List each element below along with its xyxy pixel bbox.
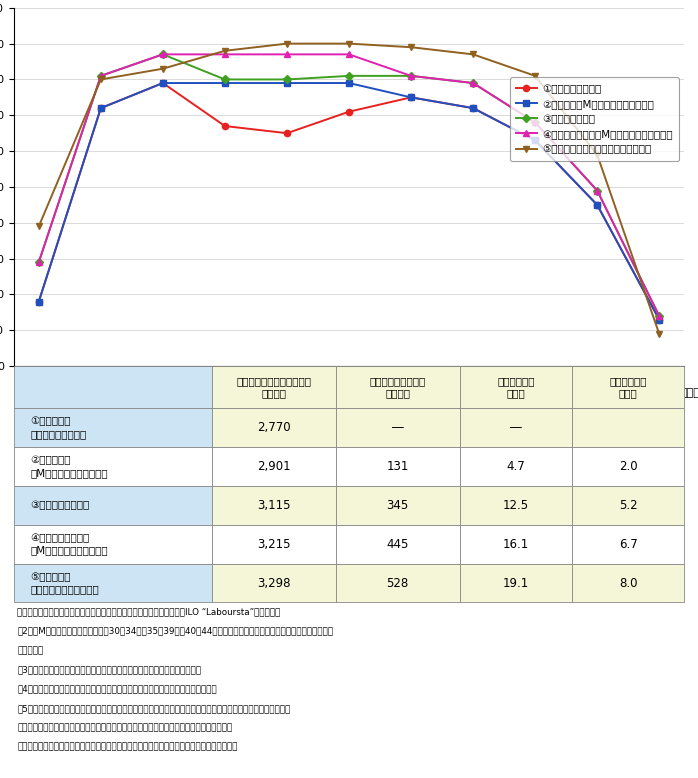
Text: 労働力人口（女性）の試算
（万人）: 労働力人口（女性）の試算 （万人） xyxy=(236,376,311,398)
Bar xyxy=(459,408,572,447)
Text: ④潜在的労働力人口
（M字カーブ解消の場合）: ④潜在的労働力人口 （M字カーブ解消の場合） xyxy=(31,533,108,555)
Text: 6.7: 6.7 xyxy=(618,538,637,551)
Bar xyxy=(14,564,211,602)
Bar xyxy=(572,525,684,564)
Text: ③潜在的労働力人口: ③潜在的労働力人口 xyxy=(31,500,90,510)
Bar xyxy=(459,564,572,602)
Bar xyxy=(211,447,336,486)
Bar xyxy=(459,486,572,525)
Text: ⑤労働力率が
スウェーデンと同じ場合: ⑤労働力率が スウェーデンと同じ場合 xyxy=(31,572,99,594)
Bar xyxy=(211,366,336,408)
Bar xyxy=(14,366,211,408)
Text: 19.1: 19.1 xyxy=(503,576,529,590)
Text: 528: 528 xyxy=(387,576,409,590)
Text: 増加率２＊２
（％）: 増加率２＊２ （％） xyxy=(609,376,647,398)
Text: 以
上: 以 上 xyxy=(656,412,662,433)
Text: ①労働力人口
（平成２１年実績）: ①労働力人口 （平成２１年実績） xyxy=(31,417,87,439)
Bar xyxy=(336,408,459,447)
Text: 2.0: 2.0 xyxy=(618,460,637,473)
Bar xyxy=(459,525,572,564)
Text: 2,901: 2,901 xyxy=(257,460,290,473)
Bar xyxy=(211,408,336,447)
Text: 5．　労働力人口の試算は，年齢階級別の人口にそれぞれのケースの年齢階級別労働力率を乗じ，合計したもの。: 5． 労働力人口の試算は，年齢階級別の人口にそれぞれのケースの年齢階級別労働力率… xyxy=(17,704,290,713)
Text: （備考）１．　総務省統計局「労働力調査」詳細集計（平成２１年），ILO “Laboursta”より作成。: （備考）１． 総務省統計局「労働力調査」詳細集計（平成２１年），ILO “Lab… xyxy=(17,608,281,616)
Text: 55: 55 xyxy=(528,387,542,398)
Text: 8.0: 8.0 xyxy=(619,576,637,590)
Text: ～
44: ～ 44 xyxy=(343,412,355,433)
Text: もの。: もの。 xyxy=(17,646,43,655)
Text: 345: 345 xyxy=(387,499,409,512)
Text: 30: 30 xyxy=(218,387,232,398)
Bar xyxy=(572,366,684,408)
Text: ―: ― xyxy=(392,422,403,434)
Text: 2,770: 2,770 xyxy=(257,422,290,434)
Bar xyxy=(14,408,211,447)
Bar xyxy=(572,486,684,525)
Text: 15: 15 xyxy=(32,387,45,398)
Text: 4.7: 4.7 xyxy=(507,460,525,473)
Text: 実績と比べた増加分
（万人）: 実績と比べた増加分 （万人） xyxy=(369,376,426,398)
Bar xyxy=(572,447,684,486)
Bar xyxy=(211,525,336,564)
Text: 3,215: 3,215 xyxy=(257,538,290,551)
Text: ～
29: ～ 29 xyxy=(156,412,170,433)
Legend: ①労働力率（実績）, ②労働力率（M字カーブ解消の場合）, ③潜在的労働力率, ④潜在的労働力率（M字カーブ解消の場合）, ⑤労働力率がスウェーデンと同じ場合: ①労働力率（実績）, ②労働力率（M字カーブ解消の場合）, ③潜在的労働力率, … xyxy=(510,78,679,161)
Text: 25: 25 xyxy=(156,387,170,398)
Bar xyxy=(336,525,459,564)
Text: 60: 60 xyxy=(591,387,604,398)
Text: ＊１「増加率１」：労働力人口（女性）２，７７０万人（平成２１年）を分母とした計算。: ＊１「増加率１」：労働力人口（女性）２，７７０万人（平成２１年）を分母とした計算… xyxy=(17,724,232,732)
Text: ②労働力人口
（M字カーブ解消の場合）: ②労働力人口 （M字カーブ解消の場合） xyxy=(31,455,108,478)
Bar xyxy=(211,486,336,525)
Text: ～
49: ～ 49 xyxy=(404,412,417,433)
Bar xyxy=(336,564,459,602)
Bar xyxy=(211,564,336,602)
Text: ～
59: ～ 59 xyxy=(528,412,542,433)
Text: 40: 40 xyxy=(343,387,355,398)
Text: 3．　潜在的労働力率＝実際の労働力率＋非労働力人口中の就業希望者率。: 3． 潜在的労働力率＝実際の労働力率＋非労働力人口中の就業希望者率。 xyxy=(17,665,202,675)
Text: 3,298: 3,298 xyxy=(257,576,290,590)
Text: 12.5: 12.5 xyxy=(503,499,529,512)
Text: 20: 20 xyxy=(94,387,107,398)
Bar xyxy=(572,408,684,447)
Bar xyxy=(14,525,211,564)
Bar xyxy=(459,366,572,408)
Text: 45: 45 xyxy=(404,387,417,398)
Text: ～
24: ～ 24 xyxy=(94,412,107,433)
Text: ～
19: ～ 19 xyxy=(32,412,45,433)
Bar xyxy=(572,564,684,602)
Text: ～
54: ～ 54 xyxy=(466,412,480,433)
Text: ～
64: ～ 64 xyxy=(591,412,604,433)
Text: （歳）: （歳） xyxy=(681,387,698,398)
Bar xyxy=(336,447,459,486)
Text: 65: 65 xyxy=(653,387,666,398)
Bar xyxy=(459,447,572,486)
Text: ―: ― xyxy=(510,422,521,434)
Text: 2．「M字カーブ解消の場合」は，30～34歳，35～39歳，40～44歳の労働力率を２５～２９歳と同じ数値を仮定した: 2．「M字カーブ解消の場合」は，30～34歳，35～39歳，40～44歳の労働力… xyxy=(17,627,334,636)
Text: 50: 50 xyxy=(466,387,480,398)
Text: 3,115: 3,115 xyxy=(257,499,290,512)
Text: 35: 35 xyxy=(281,387,294,398)
Text: 445: 445 xyxy=(387,538,409,551)
Bar xyxy=(14,447,211,486)
Text: 増加率１＊１
（％）: 増加率１＊１ （％） xyxy=(497,376,535,398)
Text: ＊２「増加率２」：労働力人口（男女計）６，６０８万人（平成２１年）を分母とした計算。: ＊２「増加率２」：労働力人口（男女計）６，６０８万人（平成２１年）を分母とした計… xyxy=(17,742,238,752)
Text: 131: 131 xyxy=(387,460,409,473)
Bar xyxy=(336,366,459,408)
Text: 5.2: 5.2 xyxy=(618,499,637,512)
Text: 4．　労働力人口男女計：６，６０８万人，男性３，８３８万人（平成２１年）。: 4． 労働力人口男女計：６，６０８万人，男性３，８３８万人（平成２１年）。 xyxy=(17,685,217,694)
Bar xyxy=(14,486,211,525)
Text: ～
34: ～ 34 xyxy=(218,412,232,433)
Bar xyxy=(336,486,459,525)
Text: ～
39: ～ 39 xyxy=(281,412,294,433)
Text: 16.1: 16.1 xyxy=(503,538,529,551)
